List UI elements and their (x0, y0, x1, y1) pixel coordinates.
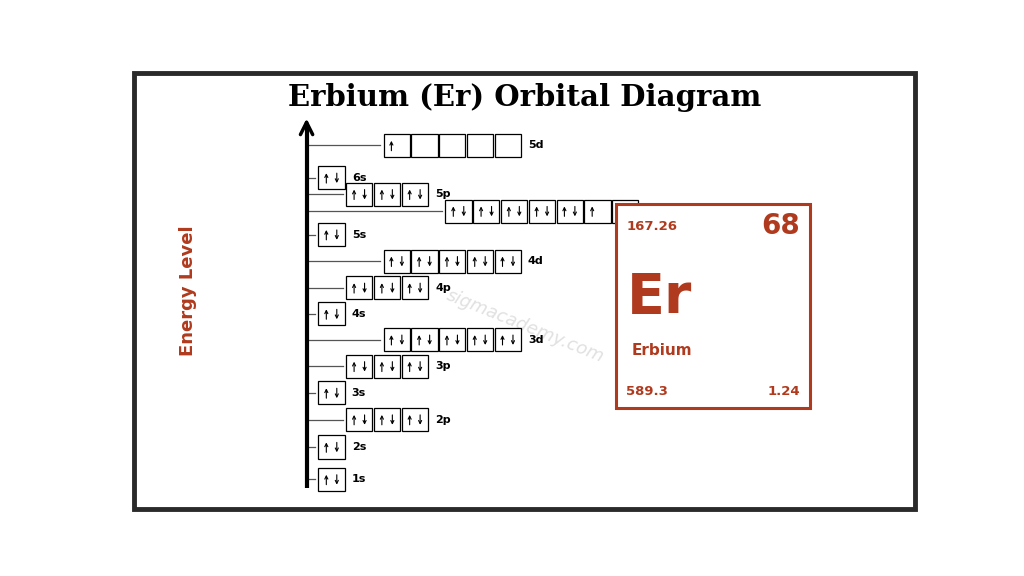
Bar (346, 408, 373, 431)
Bar (318, 381, 345, 404)
Text: 5s: 5s (352, 230, 366, 240)
Bar (374, 408, 400, 431)
Bar (585, 199, 610, 222)
Text: 6s: 6s (352, 173, 367, 183)
Bar (318, 468, 345, 491)
Bar (467, 134, 494, 157)
Text: sigmacademy.com: sigmacademy.com (443, 286, 606, 366)
Bar (467, 249, 494, 272)
Bar (318, 223, 345, 246)
Text: 3d: 3d (528, 335, 544, 344)
Bar (616, 204, 811, 408)
Text: 3s: 3s (352, 388, 366, 398)
Bar (473, 199, 500, 222)
Bar (412, 134, 437, 157)
Bar (495, 328, 521, 351)
Bar (384, 134, 410, 157)
Text: 4f: 4f (645, 206, 658, 216)
Bar (439, 249, 465, 272)
Bar (445, 199, 472, 222)
Text: 1s: 1s (352, 475, 367, 484)
Bar (439, 134, 465, 157)
Bar (384, 249, 410, 272)
Text: 4s: 4s (352, 309, 367, 319)
Bar (346, 183, 373, 206)
Text: Er: Er (627, 271, 692, 325)
Bar (374, 355, 400, 378)
Text: Erbium (Er) Orbital Diagram: Erbium (Er) Orbital Diagram (288, 84, 762, 112)
Text: 5d: 5d (528, 141, 544, 150)
Bar (495, 134, 521, 157)
Bar (401, 355, 428, 378)
Bar (401, 408, 428, 431)
Bar (346, 276, 373, 300)
Text: 589.3: 589.3 (627, 385, 669, 398)
Bar (495, 249, 521, 272)
Text: Energy Level: Energy Level (178, 226, 197, 356)
Bar (318, 435, 345, 458)
Text: 2p: 2p (435, 415, 451, 425)
Bar (528, 199, 555, 222)
Bar (384, 328, 410, 351)
Bar (557, 199, 583, 222)
Bar (439, 328, 465, 351)
Bar (374, 183, 400, 206)
Bar (401, 183, 428, 206)
Text: 4p: 4p (435, 283, 451, 293)
Bar (374, 276, 400, 300)
Bar (318, 166, 345, 190)
Bar (612, 199, 638, 222)
Text: 167.26: 167.26 (627, 220, 678, 233)
Text: 2s: 2s (352, 442, 367, 452)
Bar (501, 199, 527, 222)
Bar (412, 328, 437, 351)
Text: 5p: 5p (435, 189, 451, 199)
Bar (412, 249, 437, 272)
Text: 1.24: 1.24 (768, 385, 800, 398)
Text: 68: 68 (762, 212, 800, 240)
Bar (346, 355, 373, 378)
Bar (467, 328, 494, 351)
Text: 4d: 4d (528, 256, 544, 266)
Bar (401, 276, 428, 300)
Text: 3p: 3p (435, 361, 451, 372)
Text: Erbium: Erbium (632, 343, 692, 358)
Bar (318, 302, 345, 325)
